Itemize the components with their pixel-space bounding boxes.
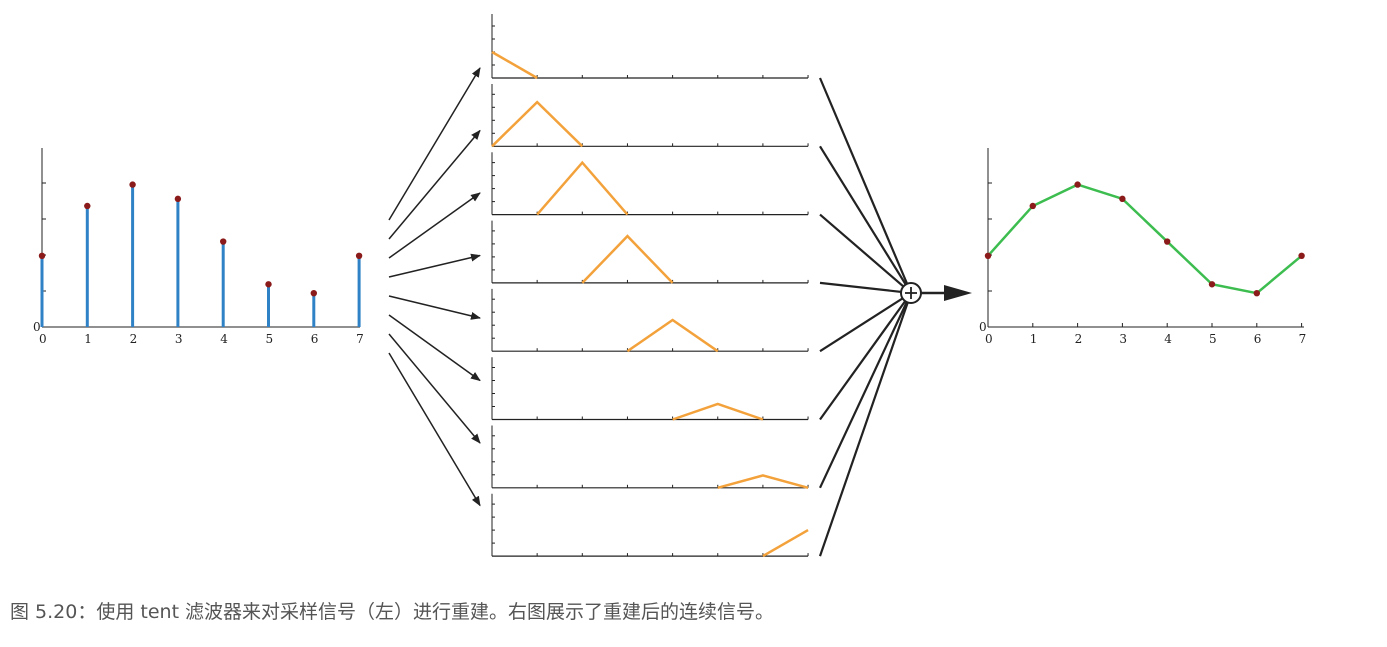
sample-point xyxy=(38,252,46,259)
tent-filter xyxy=(762,529,809,558)
sample-point xyxy=(129,181,136,188)
x-tick-label: 7 xyxy=(356,332,364,346)
tent-filter xyxy=(717,474,809,490)
sample-point xyxy=(1119,195,1126,203)
merge-line xyxy=(819,292,912,353)
split-arrow xyxy=(388,253,481,278)
tent-filter xyxy=(672,402,764,421)
sample-point xyxy=(984,252,992,259)
x-tick-label: 0 xyxy=(39,332,47,346)
split-arrow xyxy=(388,352,481,507)
y-origin-label: 0 xyxy=(33,320,41,334)
x-tick-label: 2 xyxy=(130,332,138,346)
x-tick-label: 3 xyxy=(175,332,183,346)
x-tick-label: 6 xyxy=(311,332,319,346)
x-tick-label: 6 xyxy=(1254,332,1262,346)
split-arrow xyxy=(388,295,481,320)
x-tick-label: 4 xyxy=(1164,332,1172,346)
sample-point xyxy=(355,252,363,259)
split-arrows xyxy=(388,67,481,507)
x-tick-label: 1 xyxy=(1030,332,1038,346)
sample-point xyxy=(84,202,91,210)
reconstruction-line xyxy=(987,183,1303,295)
tent-filter xyxy=(536,160,629,216)
sample-point xyxy=(174,195,182,203)
merge-line xyxy=(819,292,912,421)
x-tick-label: 5 xyxy=(1209,332,1217,346)
split-arrow xyxy=(388,192,481,259)
sample-point xyxy=(310,289,317,297)
split-arrow xyxy=(388,333,481,444)
tent-filter xyxy=(626,318,719,353)
merge-line xyxy=(819,213,912,294)
sample-point xyxy=(220,238,227,245)
sampled-signal-plot: 00 1 2 3 4 5 6 7 xyxy=(33,148,364,346)
split-arrow xyxy=(388,314,481,382)
tent-filter xyxy=(581,234,674,284)
tent-filter-panels xyxy=(491,14,809,558)
x-tick-label: 5 xyxy=(266,332,274,346)
merge-line xyxy=(818,77,913,294)
y-origin-label: 0 xyxy=(979,320,987,334)
figure-caption: 图 5.20：使用 tent 滤波器来对采样信号（左）进行重建。右图展示了重建后… xyxy=(10,601,775,623)
sample-point xyxy=(265,281,272,288)
x-tick-label: 2 xyxy=(1075,332,1083,346)
x-tick-label: 0 xyxy=(985,332,993,346)
sample-point xyxy=(1164,238,1171,245)
output-arrow-head xyxy=(944,285,972,301)
x-tick-label: 4 xyxy=(220,332,228,346)
sum-node xyxy=(900,282,972,304)
x-tick-label: 1 xyxy=(84,332,92,346)
reconstructed-signal-plot: 00 1 2 3 4 5 6 7 xyxy=(979,148,1306,346)
tent-filter xyxy=(491,100,584,148)
x-tick-label: 3 xyxy=(1119,332,1127,346)
split-arrow xyxy=(388,67,481,221)
x-tick-label: 7 xyxy=(1299,332,1307,346)
sample-point xyxy=(1074,181,1081,188)
sample-point xyxy=(1029,202,1037,210)
merge-line xyxy=(819,292,912,489)
tent-filter-reconstruction-diagram: 00 1 2 3 4 5 6 7 00 1 2 3 4 5 6 7 xyxy=(33,14,1306,558)
merge-lines xyxy=(818,77,913,557)
sample-point xyxy=(1253,289,1261,297)
tent-filter xyxy=(491,50,538,80)
merge-line xyxy=(819,281,912,295)
sample-point xyxy=(1298,252,1305,259)
sample-point xyxy=(1208,281,1216,288)
merge-line xyxy=(818,292,913,557)
split-arrow xyxy=(388,129,481,240)
merge-line xyxy=(819,145,912,294)
